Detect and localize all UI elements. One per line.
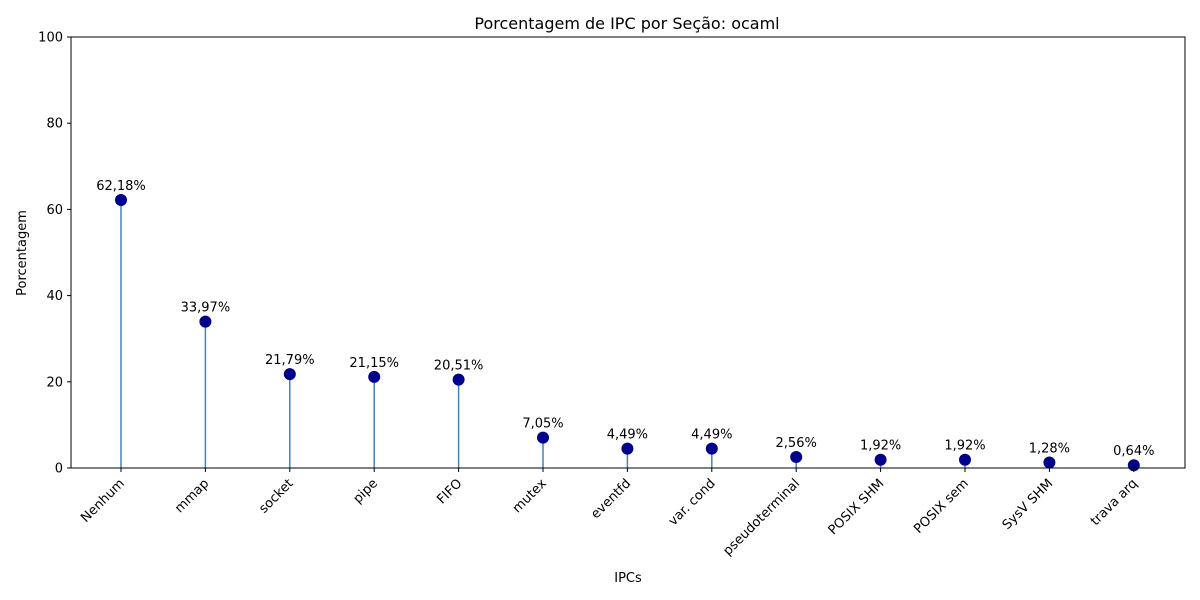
data-label: 1,92% <box>944 439 985 454</box>
data-label: 62,18% <box>96 179 146 194</box>
data-point <box>115 194 127 207</box>
data-point <box>705 442 718 455</box>
markers-group <box>115 194 1140 472</box>
x-tick-label: pipe <box>351 476 381 506</box>
y-tick-label: 20 <box>46 375 63 390</box>
data-point <box>537 431 549 444</box>
data-label: 20,51% <box>434 359 484 374</box>
data-point <box>368 370 381 383</box>
x-tick-label: trava arq <box>1088 476 1141 529</box>
data-point <box>790 450 803 463</box>
value-labels-group: 62,18% 33,97% 21,79% 21,15% 20,51% 7,05% 4,49%… <box>96 179 1154 459</box>
y-tick-label: 80 <box>46 117 63 132</box>
plot-area-frame <box>70 36 1186 469</box>
x-tick-label: pseudoterminal <box>720 476 803 559</box>
data-label: 7,05% <box>522 417 563 432</box>
x-axis: Nenhum mmap socket pipe FIFO mutex eventfd var.… <box>78 468 1141 559</box>
data-label: 0,64% <box>1113 444 1154 459</box>
chart-title: Porcentagem de IPC por Seção: ocaml <box>474 14 779 33</box>
data-point <box>283 368 296 381</box>
y-tick-label: 40 <box>46 289 63 304</box>
data-label: 1,92% <box>860 439 901 454</box>
x-tick-label: socket <box>256 476 296 516</box>
y-tick-label: 100 <box>38 31 63 46</box>
x-axis-label: IPCs <box>614 571 642 586</box>
data-label: 2,56% <box>776 436 817 451</box>
data-label: 4,49% <box>691 428 732 443</box>
x-tick-label: mmap <box>172 476 212 516</box>
x-tick-label: POSIX sem <box>911 476 972 537</box>
x-tick-label: var. cond <box>666 476 719 529</box>
data-point <box>199 315 212 328</box>
y-axis-label: Porcentagem <box>15 210 30 296</box>
data-label: 4,49% <box>607 428 648 443</box>
data-point <box>1043 456 1056 469</box>
x-tick-label: eventfd <box>588 476 634 522</box>
data-label: 33,97% <box>181 301 231 316</box>
x-tick-label: POSIX SHM <box>826 476 888 538</box>
data-point <box>621 442 634 455</box>
x-tick-label: mutex <box>510 476 550 516</box>
data-point <box>452 373 465 386</box>
x-tick-label: Nenhum <box>78 476 128 526</box>
x-tick-label: FIFO <box>434 476 465 507</box>
y-axis: 0 20 40 60 80 100 <box>38 31 71 477</box>
data-label: 21,15% <box>349 356 399 371</box>
data-point <box>874 453 887 466</box>
data-label: 1,28% <box>1029 441 1070 456</box>
data-point <box>959 453 971 466</box>
y-tick-label: 60 <box>46 203 63 218</box>
y-tick-label: 0 <box>55 462 63 477</box>
data-label: 21,79% <box>265 353 315 368</box>
x-tick-label: SysV SHM <box>1000 476 1057 533</box>
